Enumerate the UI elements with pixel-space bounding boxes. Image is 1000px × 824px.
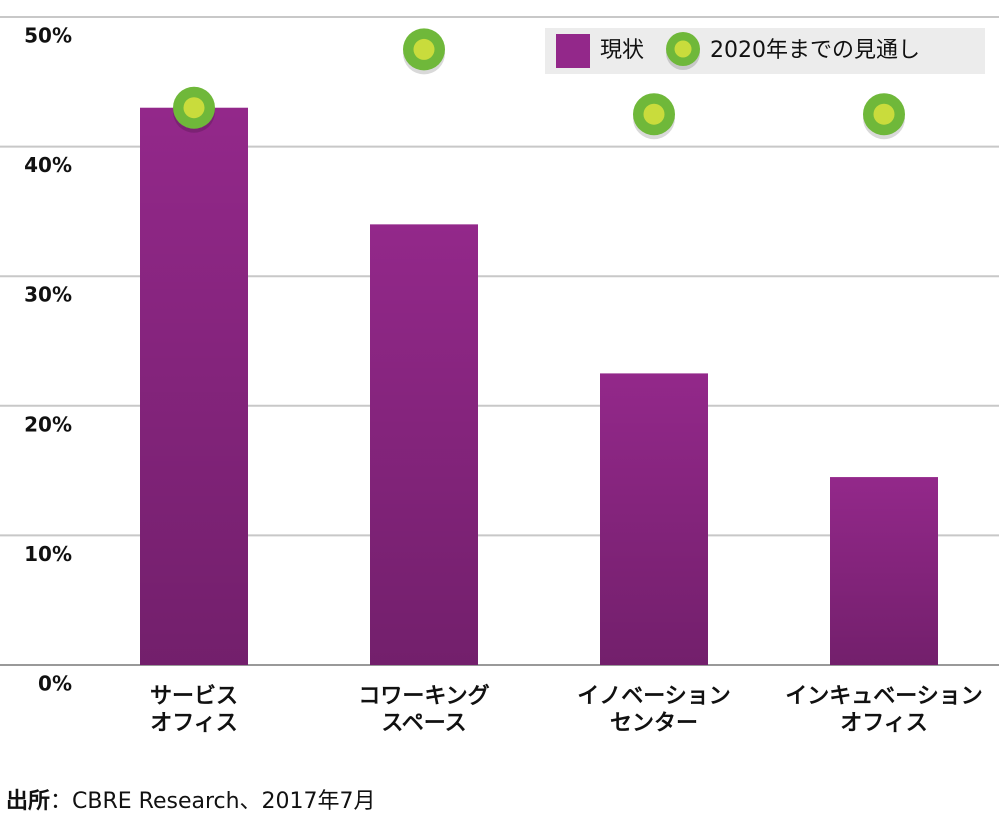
legend-label: 2020年までの見通し [710, 38, 920, 63]
bar-shade [830, 477, 938, 665]
bar-shade [600, 373, 708, 665]
dot-inner [413, 38, 435, 60]
legend-swatch [556, 34, 590, 68]
y-tick-label: 40% [24, 153, 72, 177]
marker [863, 93, 905, 140]
bar-shade [370, 224, 478, 666]
dot-inner [643, 103, 665, 125]
y-tick-label: 0% [38, 672, 72, 696]
x-tick-label: センター [610, 711, 698, 736]
bar-shade [140, 107, 248, 666]
dot-inner [873, 103, 895, 125]
source-label: 出所 [6, 789, 50, 814]
legend-swatch [666, 32, 701, 70]
x-tick-label: サービス [150, 684, 238, 709]
legend-label: 現状 [600, 38, 644, 63]
x-tick-label: インキュベーション [785, 684, 983, 709]
x-tick-label: イノベーション [577, 684, 731, 709]
y-tick-label: 30% [24, 283, 72, 307]
y-tick-label: 10% [24, 542, 72, 566]
marker [633, 93, 675, 140]
source-text: ：CBRE Research、2017年7月 [50, 789, 376, 814]
x-tick-label: オフィス [150, 711, 238, 736]
legend-box [545, 28, 985, 74]
x-tick-label: コワーキング [358, 683, 489, 709]
y-tick-label: 20% [24, 412, 72, 436]
y-tick-label: 50% [24, 24, 72, 48]
dot-inner [183, 97, 205, 119]
source: 出所：CBRE Research、2017年7月 [6, 789, 376, 814]
x-tick-label: スペース [381, 711, 466, 736]
marker [403, 28, 445, 75]
marker [173, 86, 215, 133]
x-tick-label: オフィス [840, 711, 928, 736]
dot-inner [674, 40, 692, 58]
